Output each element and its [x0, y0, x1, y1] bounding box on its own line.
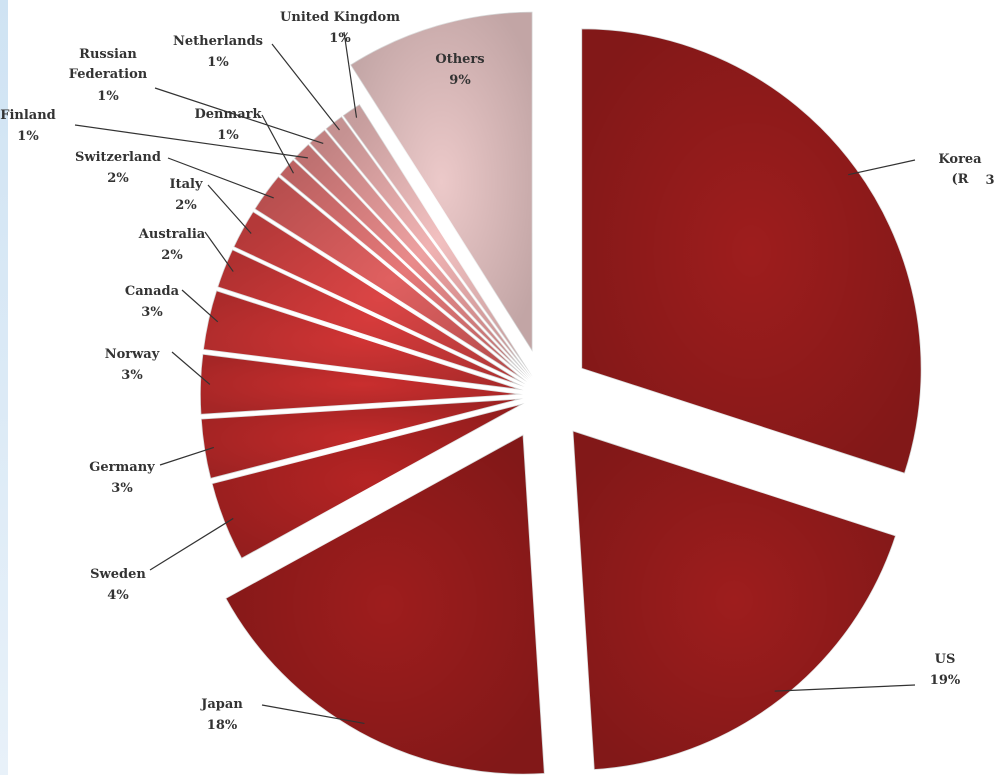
slice-shade	[293, 143, 530, 380]
slice-label: Germany	[89, 460, 155, 475]
slice-label: Japan	[201, 697, 243, 712]
slice-shade	[217, 249, 525, 387]
slice-shade	[572, 430, 896, 770]
leader-line	[181, 289, 219, 323]
slice-label: Sweden	[90, 567, 146, 582]
slice-label: 1%	[17, 129, 39, 144]
slice-shade	[581, 28, 922, 474]
slice-label: Finland	[0, 108, 56, 123]
side-strip	[0, 0, 8, 775]
slice-label: Denmark	[194, 107, 262, 122]
slice-shade	[203, 290, 524, 391]
slice-label: 4%	[107, 588, 129, 603]
leader-line	[159, 446, 215, 466]
slice-label: Netherlands	[173, 34, 263, 49]
slice-label: 3	[985, 173, 995, 188]
slice-label: 2%	[107, 171, 129, 186]
slice-label: 2%	[161, 248, 183, 263]
leader-line	[149, 517, 234, 571]
slice-label: Others	[435, 52, 485, 67]
leader-line	[774, 684, 916, 692]
slice-shade	[200, 398, 524, 479]
slice-shade	[342, 104, 533, 377]
slice-label: 1%	[97, 89, 119, 104]
slice-label: United Kingdom	[280, 10, 400, 25]
slice-shade	[309, 129, 531, 379]
leader-line	[204, 231, 234, 272]
slice-label: 3%	[141, 305, 163, 320]
slice-label: US	[934, 652, 956, 667]
leader-line	[74, 124, 308, 159]
slice-shade	[350, 11, 533, 352]
slice-shade	[225, 434, 545, 775]
leader-line	[271, 43, 340, 131]
leader-line	[848, 159, 916, 176]
slice-shade	[200, 353, 524, 415]
leader-line	[167, 157, 274, 199]
slice-label: Korea (R	[938, 152, 982, 187]
slice-shade	[254, 176, 528, 383]
slice-label: 1%	[329, 31, 351, 46]
leader-line	[261, 114, 295, 174]
slice-label: 2%	[175, 198, 197, 213]
slice-shade	[211, 403, 525, 559]
slice-label: Russian Federation	[68, 47, 148, 82]
slice-label: 1%	[207, 55, 229, 70]
slice-label: 18%	[206, 718, 238, 733]
slice-shade	[325, 116, 532, 378]
slice-label: Norway	[104, 347, 160, 362]
slice-label: 3%	[111, 481, 133, 496]
slice-label: Canada	[124, 284, 180, 299]
slice-label: 3%	[121, 368, 143, 383]
slice-label: Australia	[138, 227, 206, 242]
leader-line	[343, 31, 358, 118]
slice-label: 1%	[217, 128, 239, 143]
slice-shade	[279, 159, 529, 381]
leader-line	[171, 351, 211, 385]
leader-line	[154, 87, 324, 145]
slice-label: 19%	[929, 673, 961, 688]
slice-label: Italy	[169, 177, 203, 192]
slice-label: 9%	[449, 73, 471, 88]
slice-shade	[233, 211, 526, 385]
leader-line	[261, 704, 365, 725]
slice-label: Switzerland	[75, 150, 161, 165]
leader-line	[207, 184, 252, 234]
